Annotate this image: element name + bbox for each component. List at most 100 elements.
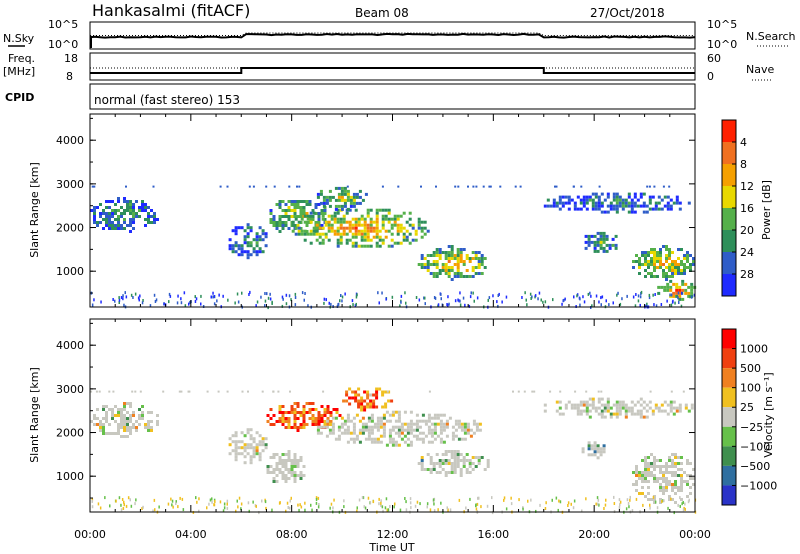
speckle-cell [476,296,479,300]
scatter-cell [645,204,649,208]
speckle-cell [653,185,656,188]
scatter-cell [594,201,598,205]
scatter-cell [427,416,431,420]
scatter-cell [302,465,306,468]
scatter-cell [573,403,577,407]
scatter-cell [447,272,451,275]
speckle-cell [544,300,547,304]
scatter-cell [249,446,253,450]
scatter-cell [615,400,619,404]
scatter-cell [659,471,662,474]
speckle-cell [677,296,679,300]
scatter-cell [567,201,571,205]
speckle-cell [277,390,280,393]
scatter-cell [309,229,313,233]
scatter-cell [375,223,379,227]
scatter-cell [293,477,297,480]
scatter-cell [453,462,457,465]
scatter-cell [678,207,682,211]
scatter-cell [692,260,695,263]
scatter-cell [343,189,347,193]
scatter-cell [379,440,383,444]
scatter-cell [240,440,244,444]
speckle-cell [264,304,266,308]
scatter-cell [460,425,464,429]
scatter-cell [420,465,424,468]
freq-panel [89,52,696,81]
noise-tick-low-left: 10^0 [48,38,78,51]
speckle-cell [419,502,421,506]
scatter-cell [306,217,310,221]
scatter-cell [255,241,259,245]
scatter-cell [650,251,653,254]
scatter-cell [329,411,333,414]
scatter-cell [635,483,638,486]
scatter-cell [255,446,259,450]
date-title: 27/Oct/2018 [590,6,665,20]
nave-tick-high: 60 [707,52,721,65]
speckle-cell [691,295,693,299]
scatter-cell [444,459,448,462]
scatter-cell [258,434,262,438]
speckle-cell [499,185,502,188]
scatter-cell [357,229,361,233]
scatter-cell [293,420,297,423]
scatter-cell [138,423,141,426]
scatter-cell [600,192,604,196]
scatter-cell [678,294,682,298]
scatter-cell [303,229,307,233]
scatter-cell [99,426,102,429]
scatter-cell [596,456,600,460]
speckle-cell [410,506,412,510]
scatter-cell [457,437,461,441]
scatter-cell [363,405,367,409]
scatter-cell [483,468,487,471]
scatter-cell [614,246,618,250]
scatter-cell [451,437,455,441]
speckle-cell [389,505,391,508]
speckle-cell [467,185,469,188]
scatter-cell [681,282,685,286]
scatter-cell [396,217,400,221]
speckle-cell [476,502,479,506]
scatter-cell [144,224,147,227]
scatter-cell [603,415,607,419]
scatter-cell [255,443,259,447]
scatter-cell [612,207,616,211]
scatter-cell [447,450,451,453]
scatter-cell [414,238,418,242]
scatter-cell [689,266,692,269]
speckle-cell [579,297,581,301]
scatter-cell [618,195,622,199]
scatter-cell [99,203,102,206]
scatter-cell [424,434,428,438]
scatter-cell [102,426,105,429]
scatter-cell [666,288,670,292]
scatter-cell [639,192,643,196]
scatter-cell [644,275,647,278]
scatter-cell [480,257,484,260]
scatter-cell [330,226,334,230]
scatter-cell [367,437,371,441]
scatter-cell [316,431,320,435]
scatter-cell [299,423,303,426]
speckle-cell [603,507,605,510]
speckle-cell [440,501,442,505]
scatter-cell [302,414,306,417]
speckle-cell [325,298,327,302]
scatter-cell [378,229,382,233]
scatter-cell [666,285,670,289]
scatter-cell [287,477,291,480]
y-tick-label: 4000 [56,339,84,352]
scatter-cell [297,232,301,236]
speckle-cell [211,500,213,504]
scatter-cell [567,400,571,404]
scatter-cell [370,428,374,432]
scatter-cell [360,402,364,406]
speckle-cell [194,300,197,303]
scatter-cell [426,468,430,471]
scatter-cell [599,234,603,238]
speckle-cell [247,501,250,505]
scatter-cell [579,409,583,413]
speckle-cell [271,508,273,512]
